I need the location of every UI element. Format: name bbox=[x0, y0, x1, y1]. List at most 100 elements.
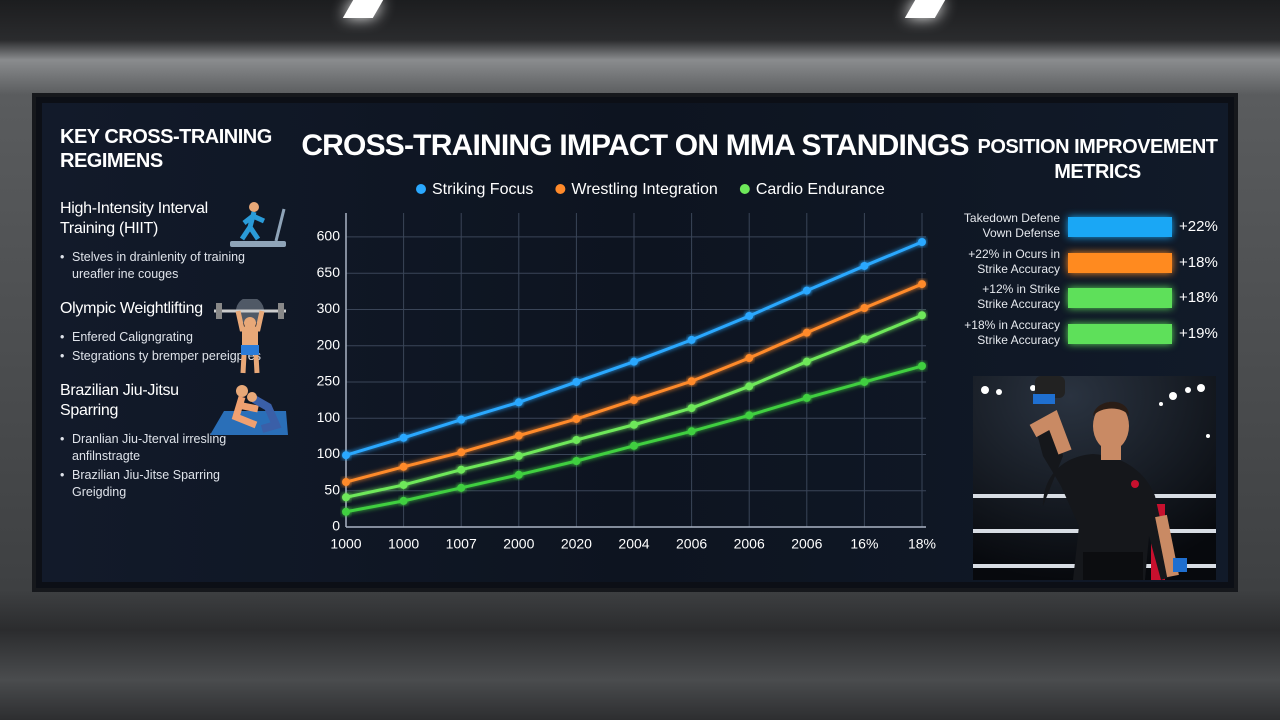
x-tick-label: 1000 bbox=[330, 536, 361, 552]
x-tick-label: 2006 bbox=[734, 536, 765, 552]
data-point bbox=[918, 311, 926, 320]
data-point bbox=[342, 478, 350, 487]
metric-bar bbox=[1068, 217, 1172, 237]
data-point bbox=[399, 433, 408, 442]
data-point bbox=[630, 396, 638, 405]
regimen-bullet: Stelves in drainlenity of training ureaf… bbox=[60, 249, 262, 283]
data-point bbox=[572, 414, 581, 423]
data-point bbox=[745, 382, 754, 391]
legend-swatch bbox=[739, 184, 750, 194]
regimen: High-Intensity Interval Training (HIIT) … bbox=[60, 199, 310, 283]
regimen: Brazilian Jiu-Jitsu Sparring Dranlian Ji… bbox=[60, 381, 310, 501]
data-point bbox=[860, 303, 869, 312]
metric-value: +22% bbox=[1179, 218, 1218, 235]
x-tick-label: 2006 bbox=[791, 536, 822, 552]
x-tick-label: 18% bbox=[908, 536, 936, 552]
data-point bbox=[514, 431, 523, 440]
metric-row: +12% in Strike Strike Accuracy +18% bbox=[960, 282, 1220, 316]
bjj-icon bbox=[210, 385, 288, 435]
data-point bbox=[342, 451, 350, 460]
panel-title: KEY CROSS-TRAINING REGIMENS bbox=[60, 126, 272, 172]
y-tick-label: 0 bbox=[332, 518, 340, 534]
metric-label-line: Takedown Defene bbox=[963, 211, 1060, 225]
x-tick-label: 16% bbox=[850, 536, 878, 552]
data-point bbox=[802, 357, 811, 366]
data-point bbox=[457, 465, 466, 474]
data-point bbox=[745, 354, 754, 363]
data-point bbox=[457, 448, 466, 457]
metric-label: +22% in Ocurs in Strike Accuracy bbox=[968, 247, 1060, 277]
y-tick-label: 100 bbox=[317, 409, 341, 425]
data-point bbox=[860, 335, 869, 344]
metric-label: +12% in Strike Strike Accuracy bbox=[977, 282, 1060, 312]
metric-value: +18% bbox=[1179, 289, 1218, 306]
data-point bbox=[687, 404, 696, 413]
data-point bbox=[457, 415, 466, 424]
data-point bbox=[457, 483, 466, 492]
data-point bbox=[630, 357, 638, 366]
metric-bar bbox=[1068, 324, 1172, 344]
regimen: Olympic Weightlifting Enfered Caligngrat… bbox=[60, 299, 310, 374]
data-point bbox=[572, 435, 581, 444]
regimen-heading: High-Intensity Interval Training (HIIT) bbox=[60, 200, 208, 237]
data-point bbox=[687, 377, 696, 386]
panel-title: POSITION IMPROVEMENT METRICS bbox=[977, 136, 1218, 183]
data-point bbox=[918, 362, 926, 371]
y-tick-label: 50 bbox=[324, 481, 340, 497]
data-point bbox=[745, 311, 754, 320]
x-tick-label: 1000 bbox=[388, 536, 419, 552]
data-point bbox=[745, 411, 754, 420]
treadmill-icon bbox=[230, 202, 286, 247]
metric-label-line: +18% in Accuracy bbox=[964, 318, 1060, 332]
metric-label: Takedown Defene Vown Defense bbox=[964, 211, 1060, 241]
legend-label: Striking Focus bbox=[432, 181, 533, 198]
data-point bbox=[918, 280, 926, 289]
data-point bbox=[514, 451, 523, 460]
y-tick-label: 650 bbox=[317, 264, 341, 280]
regimen-bullet: Brazilian Jiu-Jitse Sparring Greigding bbox=[60, 467, 262, 501]
y-tick-label: 600 bbox=[317, 228, 341, 244]
data-point bbox=[802, 286, 811, 295]
data-point bbox=[342, 493, 350, 502]
weightlifting-icon bbox=[214, 299, 286, 374]
metric-row: +22% in Ocurs in Strike Accuracy +18% bbox=[960, 247, 1220, 281]
metric-bar bbox=[1068, 253, 1172, 273]
data-point bbox=[399, 496, 408, 505]
data-point bbox=[342, 507, 350, 516]
metric-label-line: Strike Accuracy bbox=[977, 333, 1060, 347]
y-tick-label: 200 bbox=[317, 336, 341, 352]
y-tick-label: 250 bbox=[317, 373, 341, 389]
data-point bbox=[630, 420, 638, 429]
data-point bbox=[399, 462, 408, 471]
metric-bar bbox=[1068, 288, 1172, 308]
data-point bbox=[687, 427, 696, 436]
data-point bbox=[860, 261, 869, 270]
legend-label: Cardio Endurance bbox=[756, 181, 885, 198]
metric-label-line: Vown Defense bbox=[982, 226, 1060, 240]
legend-swatch bbox=[416, 184, 426, 194]
metric-value: +18% bbox=[1179, 254, 1218, 271]
legend-label: Wrestling Integration bbox=[571, 181, 717, 198]
data-point bbox=[802, 393, 811, 402]
regimen-bullet: Enfered Caligngrating bbox=[60, 329, 262, 346]
metric-value: +19% bbox=[1179, 325, 1218, 342]
data-point bbox=[630, 441, 638, 450]
metric-row: +18% in Accuracy Strike Accuracy +19% bbox=[960, 318, 1220, 352]
data-point bbox=[687, 335, 696, 344]
data-point bbox=[572, 457, 581, 466]
x-tick-label: 1007 bbox=[446, 536, 477, 552]
y-tick-label: 100 bbox=[317, 445, 341, 461]
data-point bbox=[860, 377, 869, 386]
data-point bbox=[514, 398, 523, 407]
x-tick-label: 2000 bbox=[503, 536, 534, 552]
regimen-bullet: Stegrations ty bremper pereigpres bbox=[60, 348, 262, 365]
data-point bbox=[514, 470, 523, 479]
regimen-heading: Brazilian Jiu-Jitsu Sparring bbox=[60, 382, 179, 419]
data-point bbox=[918, 238, 926, 247]
data-point bbox=[572, 377, 581, 386]
metric-label-line: +12% in Strike bbox=[982, 282, 1060, 296]
metric-label: +18% in Accuracy Strike Accuracy bbox=[964, 318, 1060, 348]
left-panel: KEY CROSS-TRAINING REGIMENS High-Intensi… bbox=[60, 125, 310, 517]
